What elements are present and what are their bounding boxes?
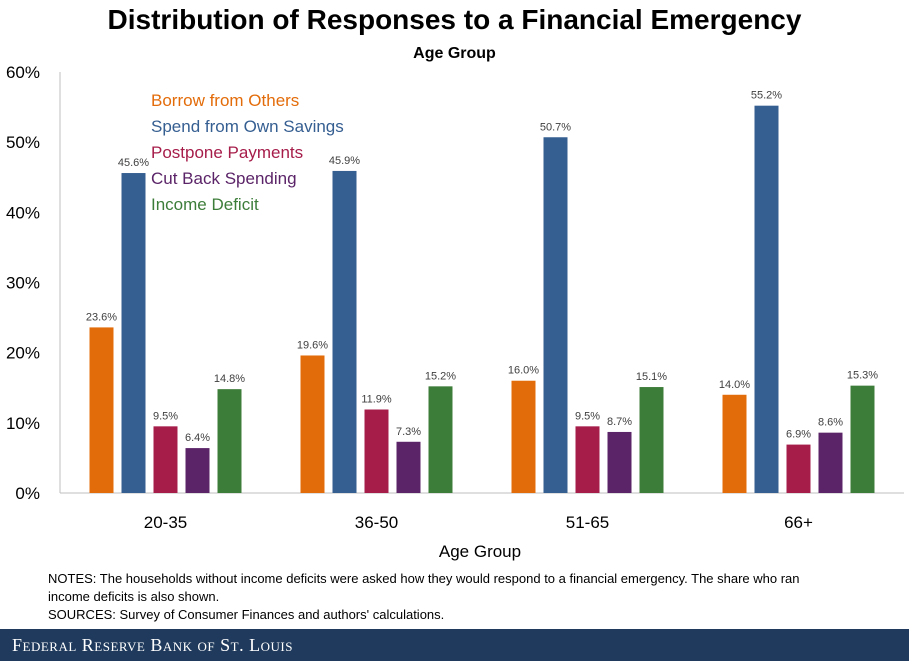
data-label: 19.6%: [297, 339, 328, 351]
bar: [818, 432, 843, 493]
x-tick-label: 20-35: [144, 513, 187, 532]
data-label: 15.2%: [425, 370, 456, 382]
legend-entry: Income Deficit: [151, 195, 259, 214]
y-tick-label: 0%: [15, 484, 40, 503]
bar: [428, 386, 453, 493]
bar-chart: 0% 10% 20% 30% 40% 50% 60% 23.6% 45.6% 9.5% 6.4% 14…: [6, 63, 904, 561]
data-label: 9.5%: [575, 410, 600, 422]
data-label: 15.1%: [636, 371, 667, 383]
data-label: 8.6%: [818, 417, 843, 429]
legend-entry: Cut Back Spending: [151, 169, 297, 188]
bar: [786, 444, 811, 493]
x-tick-label: 66+: [784, 513, 813, 532]
data-label: 6.9%: [786, 429, 811, 441]
data-label: 45.6%: [118, 157, 149, 169]
y-tick-label: 20%: [6, 344, 40, 363]
data-label: 45.9%: [329, 155, 360, 167]
bar: [607, 431, 632, 493]
bar: [300, 355, 325, 493]
bar: [396, 441, 421, 493]
notes-line-1: NOTES: The households without income def…: [48, 571, 800, 586]
bar: [511, 380, 536, 493]
bar: [121, 173, 146, 494]
data-label: 7.3%: [396, 426, 421, 438]
x-axis-label: Age Group: [439, 542, 521, 561]
data-label: 55.2%: [751, 90, 782, 102]
notes-line-2: income deficits is also shown.: [48, 589, 220, 604]
legend-entry: Borrow from Others: [151, 91, 299, 110]
data-label: 16.0%: [508, 365, 539, 377]
y-tick-label: 30%: [6, 274, 40, 293]
data-label: 23.6%: [86, 311, 117, 323]
legend-entry: Postpone Payments: [151, 143, 303, 162]
data-label: 50.7%: [540, 121, 571, 133]
data-label: 14.8%: [214, 373, 245, 385]
chart-subtitle: Age Group: [413, 45, 496, 62]
chart-title: Distribution of Responses to a Financial…: [107, 4, 802, 35]
notes: NOTES: The households without income def…: [48, 570, 898, 624]
bar: [153, 426, 178, 493]
y-tick-label: 10%: [6, 414, 40, 433]
bar: [89, 327, 114, 493]
footer-bar: Federal Reserve Bank of St. Louis: [0, 629, 909, 661]
data-label: 14.0%: [719, 379, 750, 391]
data-label: 9.5%: [153, 410, 178, 422]
footer-logo-text: Federal Reserve Bank of St. Louis: [12, 635, 293, 655]
bar: [754, 105, 779, 494]
x-tick-label: 51-65: [566, 513, 609, 532]
data-label: 15.3%: [847, 370, 878, 382]
bar: [185, 448, 210, 493]
data-label: 11.9%: [361, 394, 392, 406]
bar: [217, 389, 242, 493]
bar: [575, 426, 600, 493]
x-tick-label: 36-50: [355, 513, 398, 532]
y-tick-label: 50%: [6, 133, 40, 152]
bar: [639, 387, 664, 493]
data-label: 8.7%: [607, 416, 632, 428]
legend-entry: Spend from Own Savings: [151, 117, 344, 136]
data-label: 6.4%: [185, 432, 210, 444]
bar: [332, 170, 357, 493]
y-tick-label: 60%: [6, 63, 40, 82]
bar: [850, 385, 875, 493]
bar: [722, 394, 747, 493]
sources-line: SOURCES: Survey of Consumer Finances and…: [48, 607, 445, 622]
bar: [543, 137, 568, 493]
y-tick-label: 40%: [6, 203, 40, 222]
bar: [364, 409, 389, 493]
